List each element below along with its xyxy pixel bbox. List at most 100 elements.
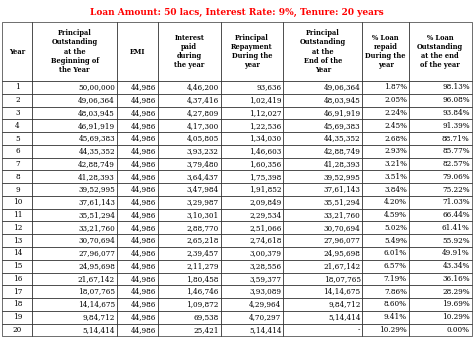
Text: 10: 10 [13,198,22,206]
Bar [2,323,32,336]
Text: 30,70,694: 30,70,694 [324,224,361,232]
Bar [158,94,220,107]
Bar [220,285,283,298]
Text: 5,14,414: 5,14,414 [82,326,115,334]
Bar [363,132,409,145]
Text: 45,69,383: 45,69,383 [78,135,115,143]
Bar [32,132,117,145]
Text: 5,14,414: 5,14,414 [249,326,282,334]
Text: 71.03%: 71.03% [442,198,470,206]
Bar [220,107,283,119]
Text: 27,96,077: 27,96,077 [324,237,361,245]
Text: 19.69%: 19.69% [442,300,470,308]
Text: 79.06%: 79.06% [442,173,470,181]
Text: 9: 9 [15,186,20,194]
Text: 2.93%: 2.93% [384,147,407,155]
Bar [220,183,283,196]
Text: 6.57%: 6.57% [384,262,407,270]
Bar [117,119,158,132]
Text: 20: 20 [13,326,22,334]
Bar [32,247,117,260]
Bar [363,119,409,132]
Text: 21,67,142: 21,67,142 [78,275,115,283]
Text: 2: 2 [15,96,20,104]
Text: 1,22,536: 1,22,536 [249,122,282,130]
Bar [2,183,32,196]
Text: 45,69,383: 45,69,383 [324,122,361,130]
Text: 3,47,984: 3,47,984 [187,186,219,194]
Bar [409,196,472,209]
Text: 44,986: 44,986 [131,198,156,206]
Bar [32,323,117,336]
Bar [220,221,283,234]
Bar [158,311,220,323]
Bar [363,145,409,158]
Text: 41,28,393: 41,28,393 [324,160,361,168]
Bar [158,234,220,247]
Text: 55.92%: 55.92% [442,237,470,245]
Text: 2.05%: 2.05% [384,96,407,104]
Text: 14: 14 [13,249,22,257]
Bar [220,247,283,260]
Bar [283,145,363,158]
Text: 24,95,698: 24,95,698 [78,262,115,270]
Bar [32,234,117,247]
Text: 37,61,143: 37,61,143 [78,198,115,206]
Text: 44,986: 44,986 [131,288,156,296]
Bar [117,145,158,158]
Bar [32,285,117,298]
Bar [409,158,472,170]
Bar [117,298,158,311]
Text: 4,17,300: 4,17,300 [186,122,219,130]
Bar [2,132,32,145]
Bar [32,298,117,311]
Text: 30,70,694: 30,70,694 [78,237,115,245]
Bar [363,170,409,183]
Text: 82.57%: 82.57% [442,160,470,168]
Text: 2,88,770: 2,88,770 [186,224,219,232]
Bar [283,298,363,311]
Bar [409,285,472,298]
Bar [363,272,409,285]
Text: 93.84%: 93.84% [442,109,470,117]
Bar [363,247,409,260]
Text: Principal
Outstanding
at the
Beginning of
the Year: Principal Outstanding at the Beginning o… [51,29,99,74]
Text: 3,93,089: 3,93,089 [249,288,282,296]
Text: 36.16%: 36.16% [442,275,470,283]
Bar [363,183,409,196]
Bar [363,22,409,81]
Text: 44,986: 44,986 [131,237,156,245]
Bar [2,272,32,285]
Bar [158,209,220,221]
Text: 44,986: 44,986 [131,326,156,334]
Bar [117,107,158,119]
Bar [283,221,363,234]
Text: Principal
Repayment
During the
year: Principal Repayment During the year [231,34,273,69]
Bar [363,285,409,298]
Bar [32,107,117,119]
Bar [117,22,158,81]
Bar [158,272,220,285]
Text: 42,88,749: 42,88,749 [324,147,361,155]
Bar [409,323,472,336]
Bar [158,285,220,298]
Text: 21,67,142: 21,67,142 [323,262,361,270]
Bar [363,81,409,94]
Text: 85.77%: 85.77% [442,147,470,155]
Text: Loan Amount: 50 lacs, Interest Rate: 9%, Tenure: 20 years: Loan Amount: 50 lacs, Interest Rate: 9%,… [90,8,384,18]
Text: Interest
paid
during
the year: Interest paid during the year [174,34,204,69]
Text: % Loan
Outstanding
at the end
of the year: % Loan Outstanding at the end of the yea… [417,34,463,69]
Text: 43.34%: 43.34% [442,262,470,270]
Bar [117,81,158,94]
Bar [32,272,117,285]
Bar [32,22,117,81]
Bar [283,119,363,132]
Bar [32,221,117,234]
Text: 3,59,377: 3,59,377 [249,275,282,283]
Bar [409,81,472,94]
Bar [158,323,220,336]
Text: 39,52,995: 39,52,995 [78,186,115,194]
Text: 61.41%: 61.41% [442,224,470,232]
Bar [2,221,32,234]
Text: 2.24%: 2.24% [384,109,407,117]
